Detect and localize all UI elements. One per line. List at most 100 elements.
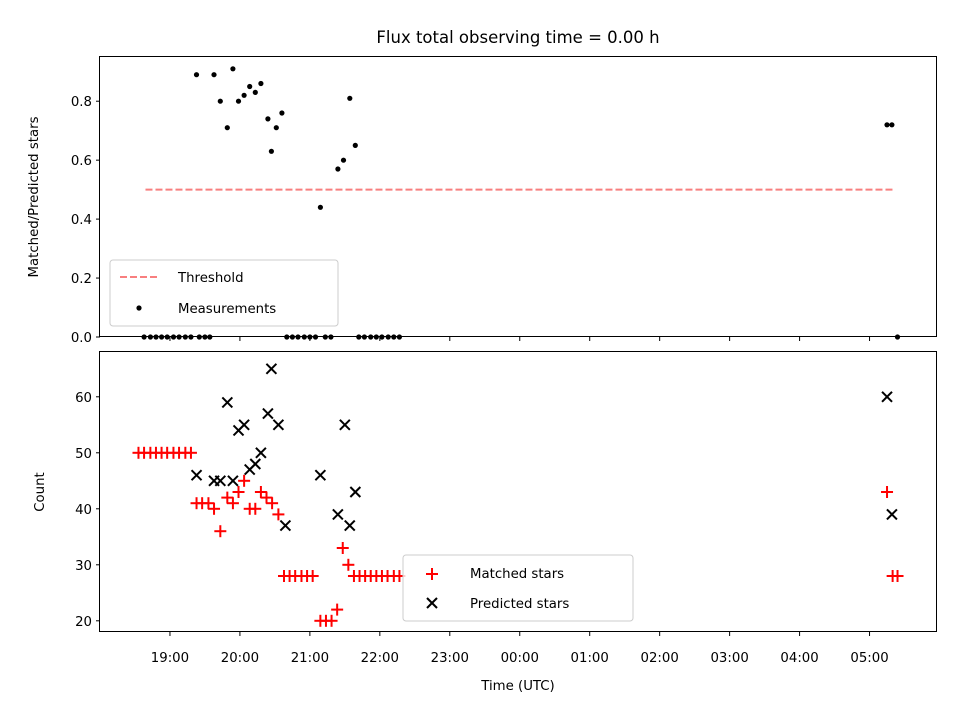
measurement-point (241, 92, 247, 98)
bottom-y-tick-label: 20 (75, 615, 92, 630)
measurement-point (347, 95, 353, 101)
measurement-point (193, 72, 200, 78)
x-tick-label: 21:00 (291, 651, 329, 666)
predicted-star-point (227, 475, 239, 487)
bottom-y-tick-label: 30 (75, 559, 92, 574)
measurement-point (258, 80, 264, 87)
top-y-axis-label: Matched/Predicted stars (27, 116, 42, 277)
matched-star-point (325, 614, 338, 627)
x-tick-label: 00:00 (501, 651, 539, 666)
predicted-star-point (332, 508, 344, 521)
top-axes: 0.00.20.40.60.8 Matched/Predicted stars … (27, 56, 937, 346)
matched-star-point (306, 570, 319, 582)
bottom-x-ticks: 19:00 20:00 21:00 22:00 23:00 00:00 01:00 02:00… (151, 632, 889, 666)
legend-threshold-label: Threshold (177, 271, 244, 286)
predicted-star-point (881, 391, 893, 403)
predicted-star-point (279, 519, 292, 532)
predicted-star-point (221, 396, 234, 409)
matched-star-point (891, 570, 904, 582)
chart-title: Flux total observing time = 0.00 h (376, 28, 659, 47)
measurement-point (235, 98, 242, 104)
measurement-point (224, 125, 230, 131)
bottom-y-tick-label: 60 (75, 391, 92, 406)
measurement-point (273, 125, 279, 131)
top-x-ticks (169, 337, 871, 341)
matched-star-point (214, 525, 227, 538)
legend-matched-swatch (426, 568, 438, 580)
matched-star-point (266, 497, 279, 510)
measurement-point (279, 110, 285, 116)
x-axis-label: Time (UTC) (480, 679, 555, 694)
measurement-point (335, 166, 341, 172)
bottom-plot-area (132, 363, 904, 627)
top-legend: Threshold Measurements (109, 259, 339, 327)
predicted-star-point (265, 363, 278, 375)
matched-star-point (221, 491, 234, 504)
matched-star-point (272, 508, 285, 521)
top-y-ticks: 0.0 0.2 0.4 0.6 0.8 (71, 95, 100, 346)
measurement-point (247, 83, 253, 90)
matched-star-point (238, 474, 251, 487)
measurement-point (352, 142, 358, 148)
predicted-star-point (214, 475, 227, 487)
x-tick-label: 04:00 (780, 651, 818, 666)
x-tick-label: 22:00 (361, 651, 399, 666)
matched-star-point (260, 491, 273, 504)
predicted-star-point (190, 469, 203, 481)
matched-star-point (331, 603, 344, 616)
top-y-tick-label: 0.2 (71, 272, 92, 287)
measurement-point (217, 98, 223, 104)
bottom-axes: 20 30 40 50 60 19:00 20:00 21:00 22:00 23:00 00:0… (33, 351, 937, 694)
matched-star-point (232, 486, 245, 498)
x-tick-label: 05:00 (850, 651, 888, 666)
predicted-star-point (255, 447, 267, 459)
matched-star-point (336, 542, 349, 554)
top-y-tick-label: 0.6 (71, 154, 92, 169)
top-axes-frame (99, 56, 937, 337)
measurement-point (884, 122, 890, 128)
predicted-star-point (249, 458, 262, 470)
measurement-point (230, 66, 236, 72)
legend-predicted-label: Predicted stars (470, 597, 569, 612)
measurement-point (252, 89, 258, 95)
matched-star-point (208, 502, 221, 515)
predicted-star-point (344, 519, 356, 532)
x-tick-label: 03:00 (710, 651, 748, 666)
matched-star-point (249, 502, 262, 515)
legend-predicted-swatch (426, 597, 438, 609)
bottom-legend-box (402, 554, 634, 622)
matched-star-point (202, 497, 215, 510)
x-tick-label: 23:00 (431, 651, 469, 666)
predicted-star-point (349, 486, 362, 498)
x-tick-label: 02:00 (641, 651, 679, 666)
measurement-point (265, 116, 271, 122)
matched-star-point (342, 558, 355, 571)
legend-matched-label: Matched stars (470, 567, 564, 582)
x-tick-label: 01:00 (571, 651, 609, 666)
legend-measurements-swatch (136, 305, 142, 311)
legend-measurements-label: Measurements (178, 302, 276, 317)
top-y-tick-label: 0.4 (71, 213, 92, 228)
measurement-point (889, 122, 895, 128)
bottom-y-tick-label: 50 (75, 447, 92, 462)
bottom-legend: Matched stars Predicted stars (402, 554, 634, 622)
top-legend-box (109, 259, 339, 327)
top-y-tick-label: 0.0 (71, 331, 92, 346)
predicted-star-point (238, 419, 250, 431)
x-tick-label: 19:00 (151, 651, 189, 666)
measurement-point (317, 204, 323, 210)
measurement-point (211, 72, 217, 78)
bottom-y-tick-label: 40 (75, 503, 92, 518)
matched-star-point (881, 486, 894, 498)
top-y-tick-label: 0.8 (71, 95, 92, 110)
x-tick-label: 20:00 (221, 651, 259, 666)
bottom-axes-frame (99, 351, 937, 632)
predicted-star-point (272, 419, 285, 431)
predicted-star-point (314, 469, 327, 481)
matched-star-point (226, 497, 239, 510)
bottom-y-ticks: 20 30 40 50 60 (75, 391, 100, 630)
matched-star-point (254, 486, 267, 498)
predicted-star-point (886, 508, 898, 521)
matched-star-point (184, 446, 197, 459)
